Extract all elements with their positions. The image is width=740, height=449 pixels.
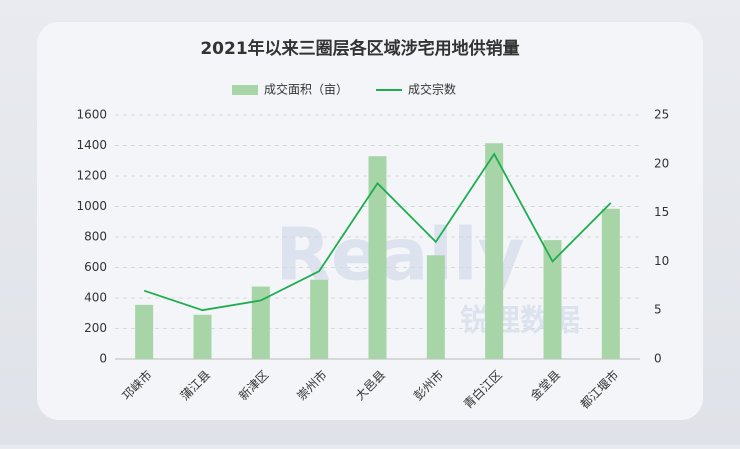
watermark: 锐理数据 bbox=[460, 304, 580, 339]
legend-label: 成交面积（亩） bbox=[264, 82, 348, 97]
bar bbox=[135, 304, 154, 359]
bar bbox=[368, 156, 387, 359]
y2-tick-label: 0 bbox=[654, 352, 662, 366]
y-tick-label: 800 bbox=[84, 230, 107, 244]
y-tick-label: 0 bbox=[99, 352, 107, 366]
legend-label: 成交宗数 bbox=[408, 82, 456, 97]
y2-tick-label: 10 bbox=[654, 254, 669, 268]
bar bbox=[193, 314, 212, 359]
chart-title: 2021年以来三圈层各区域涉宅用地供销量 bbox=[200, 38, 519, 59]
bar bbox=[310, 279, 329, 359]
bar bbox=[543, 240, 562, 359]
y-tick-label: 1000 bbox=[76, 199, 107, 213]
y-tick-label: 1200 bbox=[76, 169, 107, 183]
y2-tick-label: 25 bbox=[654, 108, 669, 122]
y2-tick-label: 15 bbox=[654, 205, 669, 219]
y-tick-label: 1600 bbox=[76, 108, 107, 122]
y2-tick-label: 5 bbox=[654, 303, 662, 317]
bar bbox=[601, 208, 620, 359]
y-tick-label: 600 bbox=[84, 260, 107, 274]
line bbox=[143, 152, 612, 312]
bar bbox=[426, 255, 445, 359]
bar bbox=[485, 143, 504, 359]
y-tick-label: 1400 bbox=[76, 138, 107, 152]
legend-swatch bbox=[232, 85, 258, 95]
y-tick-label: 200 bbox=[84, 321, 107, 335]
y-tick-label: 400 bbox=[84, 291, 107, 305]
y2-tick-label: 20 bbox=[654, 156, 669, 170]
bar bbox=[251, 286, 270, 359]
